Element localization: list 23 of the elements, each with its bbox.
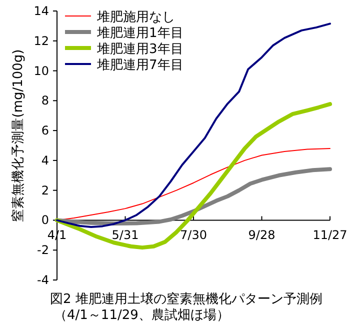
- text: 図2 堆肥連用土壌の窒素無機化パターン予測例: [50, 291, 322, 307]
- x-tick-label: 11/27: [312, 228, 348, 242]
- y-tick-label: 10: [34, 64, 49, 78]
- y-tick-label: 2: [41, 183, 49, 198]
- line-series: [55, 167, 332, 226]
- legend-label: 堆肥連用7年目: [96, 58, 184, 73]
- y-tick-label: 12: [34, 34, 49, 48]
- legend-label: 堆肥連用1年目: [96, 26, 184, 41]
- x-tick-label: 7/30: [180, 228, 207, 242]
- line-series: [56, 22, 331, 228]
- x-tick-label: 9/28: [248, 228, 276, 242]
- y-tick-label: 0: [41, 213, 49, 228]
- legend-label: 堆肥施用なし: [96, 10, 175, 25]
- y-tick-label: -2: [37, 243, 49, 258]
- text: （4/1～11/29、農試畑ほ場）: [54, 308, 230, 323]
- y-tick-label: 14: [34, 4, 49, 18]
- y-tick-label: 8: [41, 94, 49, 108]
- y-axis-title: 窒素無機化予測量(mg/100g): [10, 49, 26, 222]
- y-tick-label: -4: [37, 273, 49, 287]
- x-tick-label: 5/31: [112, 228, 139, 242]
- y-tick-label: 4: [41, 153, 49, 168]
- y-tick-label: 6: [41, 124, 49, 138]
- legend-label: 堆肥連用3年目: [96, 42, 184, 57]
